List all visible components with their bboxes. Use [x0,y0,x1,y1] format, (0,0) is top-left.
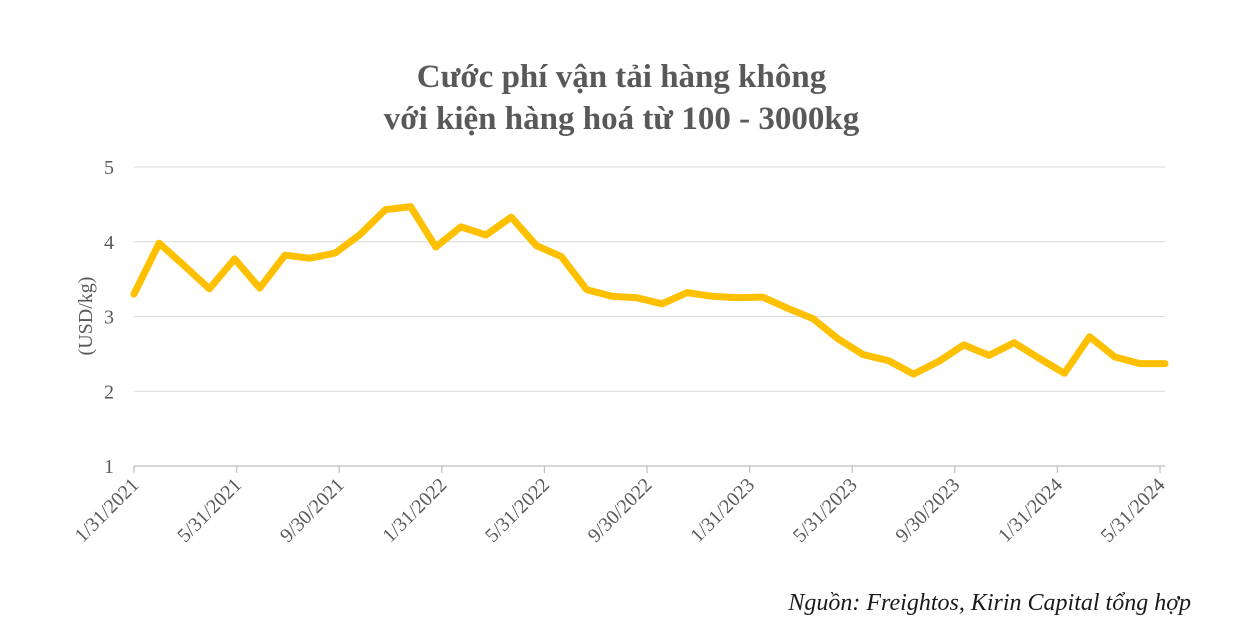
x-tick-label: 9/30/2023 [891,474,964,547]
source-note: Nguồn: Freightos, Kirin Capital tổng hợp [788,590,1191,616]
x-tick-label: 9/30/2021 [276,474,349,547]
chart-title-line2: với kiện hàng hoá từ 100 - 3000kg [383,101,860,137]
x-tick-label: 5/31/2021 [173,474,246,547]
x-tick-label: 1/31/2023 [686,474,759,547]
x-tick-label: 5/31/2023 [789,474,862,547]
x-tick-label: 5/31/2022 [481,474,554,547]
x-tick-label: 9/30/2022 [584,474,657,547]
y-axis-label: (USD/kg) [75,277,97,356]
y-tick-label: 2 [104,381,114,403]
x-tick-label: 1/31/2022 [378,474,451,547]
x-tick-label: 1/31/2024 [994,474,1067,547]
y-tick-label: 5 [104,157,114,179]
x-tick-label: 1/31/2021 [71,474,144,547]
y-tick-label: 3 [104,307,114,329]
y-tick-label: 1 [104,456,114,478]
x-tick-label: 5/31/2024 [1097,474,1170,547]
y-tick-label: 4 [104,232,114,254]
chart-title: Cước phí vận tải hàng không với kiện hàn… [0,56,1243,140]
series-line-0 [130,203,1169,378]
chart-title-line1: Cước phí vận tải hàng không [416,59,827,95]
